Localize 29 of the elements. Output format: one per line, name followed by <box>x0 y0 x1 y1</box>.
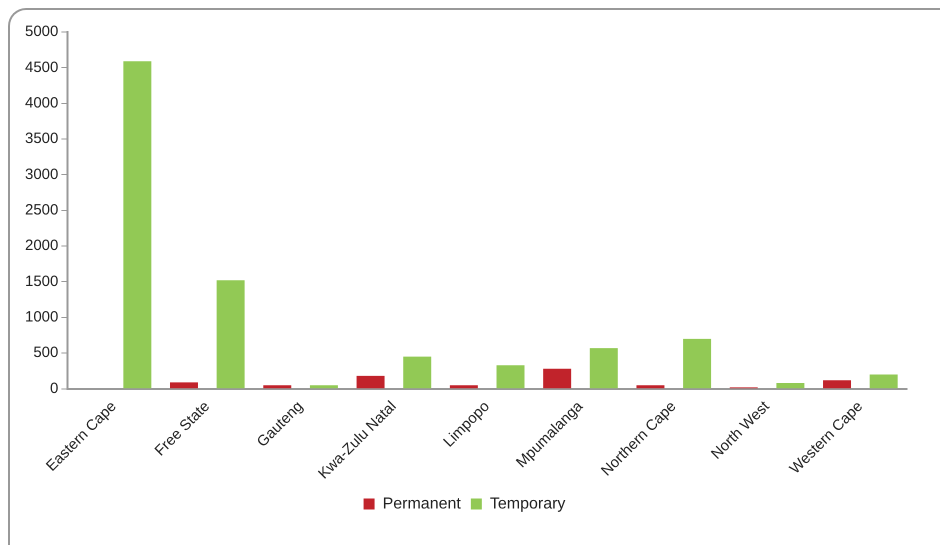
bar <box>403 356 432 388</box>
y-tick-label: 3000 <box>24 166 58 183</box>
y-tick-label: 4000 <box>24 94 58 112</box>
bar <box>310 385 338 388</box>
bar <box>170 382 198 388</box>
bar <box>870 374 898 388</box>
y-tick-label: 2500 <box>24 202 58 219</box>
legend-label: Permanent <box>382 495 462 512</box>
y-tick-label: 3500 <box>24 130 58 148</box>
y-tick-label: 4500 <box>24 58 58 76</box>
bar <box>263 385 292 388</box>
bar <box>543 368 572 388</box>
y-tick-label: 1500 <box>24 272 58 290</box>
y-tick-label: 500 <box>33 344 58 362</box>
bar <box>216 280 245 388</box>
y-tick-label: 5000 <box>24 23 58 40</box>
bar <box>683 338 712 388</box>
bar <box>496 365 524 388</box>
legend-label: Temporary <box>490 495 566 512</box>
y-tick-label: 0 <box>50 380 58 397</box>
bar <box>590 348 618 388</box>
y-tick-label: 1000 <box>24 308 58 326</box>
bar <box>823 380 852 388</box>
bar <box>636 385 664 388</box>
bar <box>123 61 152 388</box>
bar <box>450 385 478 388</box>
y-tick-label: 2000 <box>24 237 58 254</box>
bar <box>776 383 804 388</box>
bar <box>356 376 385 388</box>
